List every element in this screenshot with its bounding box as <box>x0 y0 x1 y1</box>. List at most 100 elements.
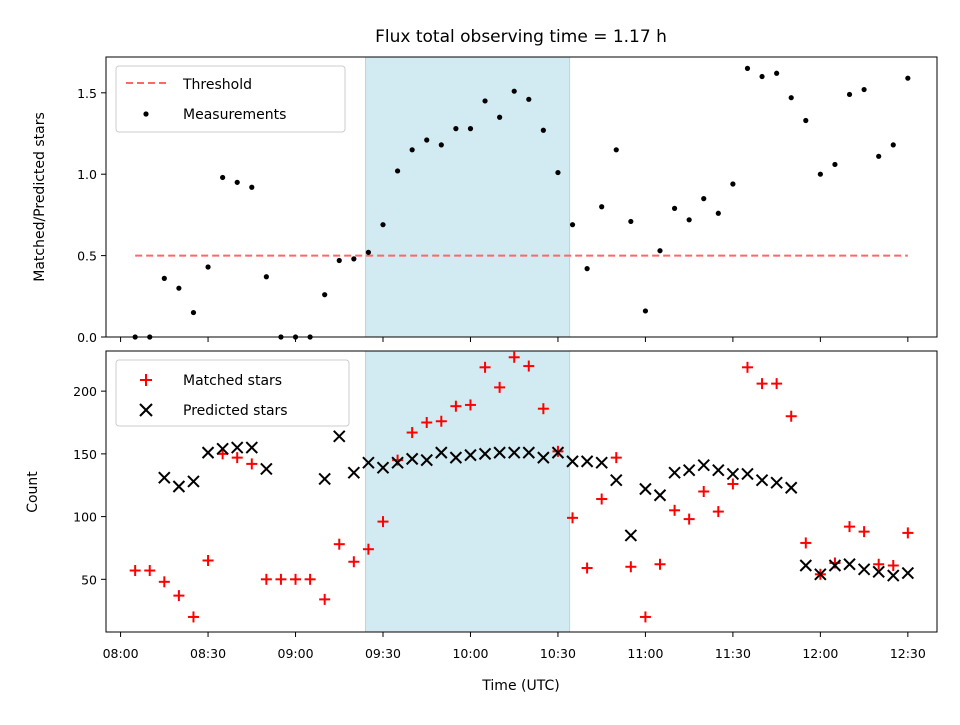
predicted-star-point <box>901 566 915 580</box>
measurement-point <box>467 126 474 132</box>
top-legend-box <box>115 65 346 133</box>
x-tick-label: 12:30 <box>890 646 926 661</box>
measurement-point <box>205 264 211 270</box>
predicted-star-stroke <box>566 455 579 468</box>
predicted-legend-label: Predicted stars <box>183 403 288 419</box>
bottom-y-tick-label: 200 <box>73 384 97 399</box>
matched-star-point <box>260 573 272 585</box>
measurement-point <box>832 161 838 168</box>
measurement-point <box>803 117 809 124</box>
predicted-star-stroke <box>449 451 463 464</box>
predicted-star-point <box>347 466 361 479</box>
matched-star-point <box>187 611 199 623</box>
matched-star-point <box>669 504 681 516</box>
matched-star-point <box>129 565 141 577</box>
predicted-star-stroke <box>508 446 521 459</box>
measurement-point <box>876 153 882 159</box>
predicted-star-point <box>785 481 798 494</box>
predicted-star-point <box>682 463 696 477</box>
predicted-star-point <box>610 474 623 487</box>
predicted-star-point <box>653 489 667 502</box>
top-y-axis-label: Matched/Predicted stars <box>32 112 48 282</box>
matched-star-point <box>683 513 695 525</box>
measurement-point <box>569 222 576 228</box>
measurement-point <box>555 169 561 176</box>
predicted-star-point <box>712 463 725 477</box>
predicted-star-point <box>770 476 783 489</box>
x-tick-label: 09:30 <box>365 646 401 661</box>
matched-star-point <box>771 378 783 390</box>
matched-star-point <box>421 417 433 429</box>
measurement-point <box>394 168 401 174</box>
x-tick-label: 10:30 <box>540 646 576 661</box>
predicted-star-point <box>493 446 506 459</box>
predicted-star-point <box>318 472 331 486</box>
measurement-point <box>263 274 269 280</box>
matched-star-point <box>450 400 462 412</box>
measurement-point <box>613 147 619 153</box>
matched-star-point <box>873 558 885 570</box>
x-tick-label: 08:00 <box>103 646 139 661</box>
measurement-point <box>424 137 430 143</box>
measurement-point <box>453 126 459 132</box>
predicted-star-point <box>172 480 186 493</box>
measurement-point <box>497 114 503 120</box>
matched-star-point <box>435 415 447 427</box>
predicted-star-stroke <box>712 463 725 477</box>
predicted-star-point <box>624 529 638 542</box>
measurement-point <box>365 249 372 255</box>
threshold-legend-label: Threshold <box>182 77 252 93</box>
top-y-tick-label: 0.0 <box>77 330 97 345</box>
predicted-star-stroke <box>785 481 798 494</box>
matched-star-point <box>231 452 243 464</box>
predicted-star-stroke <box>216 442 229 456</box>
measurement-point <box>234 179 240 185</box>
predicted-star-stroke <box>668 466 681 479</box>
predicted-star-stroke <box>376 461 390 474</box>
predicted-star-point <box>245 441 258 454</box>
measurement-point <box>220 174 226 181</box>
predicted-star-stroke <box>362 456 375 469</box>
measurement-point <box>380 222 386 228</box>
x-tick-label: 10:00 <box>452 646 488 661</box>
measurement-point <box>190 309 197 316</box>
matched-star-point <box>785 410 797 422</box>
matched-star-point <box>698 486 710 497</box>
measurement-point <box>759 73 765 80</box>
measurement-point <box>817 171 823 177</box>
predicted-star-point <box>216 442 229 456</box>
predicted-star-stroke <box>580 455 594 468</box>
bottom-y-tick-label: 150 <box>73 447 97 462</box>
top-y-tick-label: 1.5 <box>77 86 97 101</box>
matched-star-point <box>741 361 753 373</box>
measurement-point <box>788 95 794 101</box>
matched-star-point <box>464 399 476 411</box>
predicted-star-point <box>231 441 244 454</box>
predicted-star-stroke <box>610 474 623 487</box>
predicted-star-point <box>857 563 871 576</box>
predicted-star-stroke <box>901 566 915 580</box>
top-y-ticks: 0.0 0.5 1.0 1.5 <box>77 86 106 345</box>
top-legend: Threshold Measurements <box>115 65 346 133</box>
measurement-point <box>701 196 707 202</box>
x-tick-label: 11:00 <box>627 646 663 661</box>
matched-star-point <box>858 526 870 538</box>
matched-star-point <box>639 611 651 623</box>
predicted-star-stroke <box>522 446 535 459</box>
top-marks <box>132 65 911 340</box>
bottom-y-tick-label: 50 <box>81 572 97 587</box>
predicted-star-point <box>887 569 900 582</box>
predicted-star-point <box>362 456 375 469</box>
predicted-star-stroke <box>493 446 506 459</box>
predicted-star-point <box>376 461 390 474</box>
measurement-point <box>249 184 255 190</box>
predicted-star-stroke <box>391 456 404 469</box>
bottom-axes-frame <box>105 350 938 633</box>
predicted-star-point <box>201 446 215 459</box>
measurement-point <box>176 285 182 291</box>
bottom-y-tick-label: 100 <box>73 510 97 525</box>
x-tick-label: 09:00 <box>278 646 314 661</box>
top-panel: 0.0 0.5 1.0 1.5 Matched/Predicted stars Thr… <box>32 56 938 345</box>
matched-star-point <box>902 527 914 539</box>
predicted-star-point <box>872 565 885 578</box>
